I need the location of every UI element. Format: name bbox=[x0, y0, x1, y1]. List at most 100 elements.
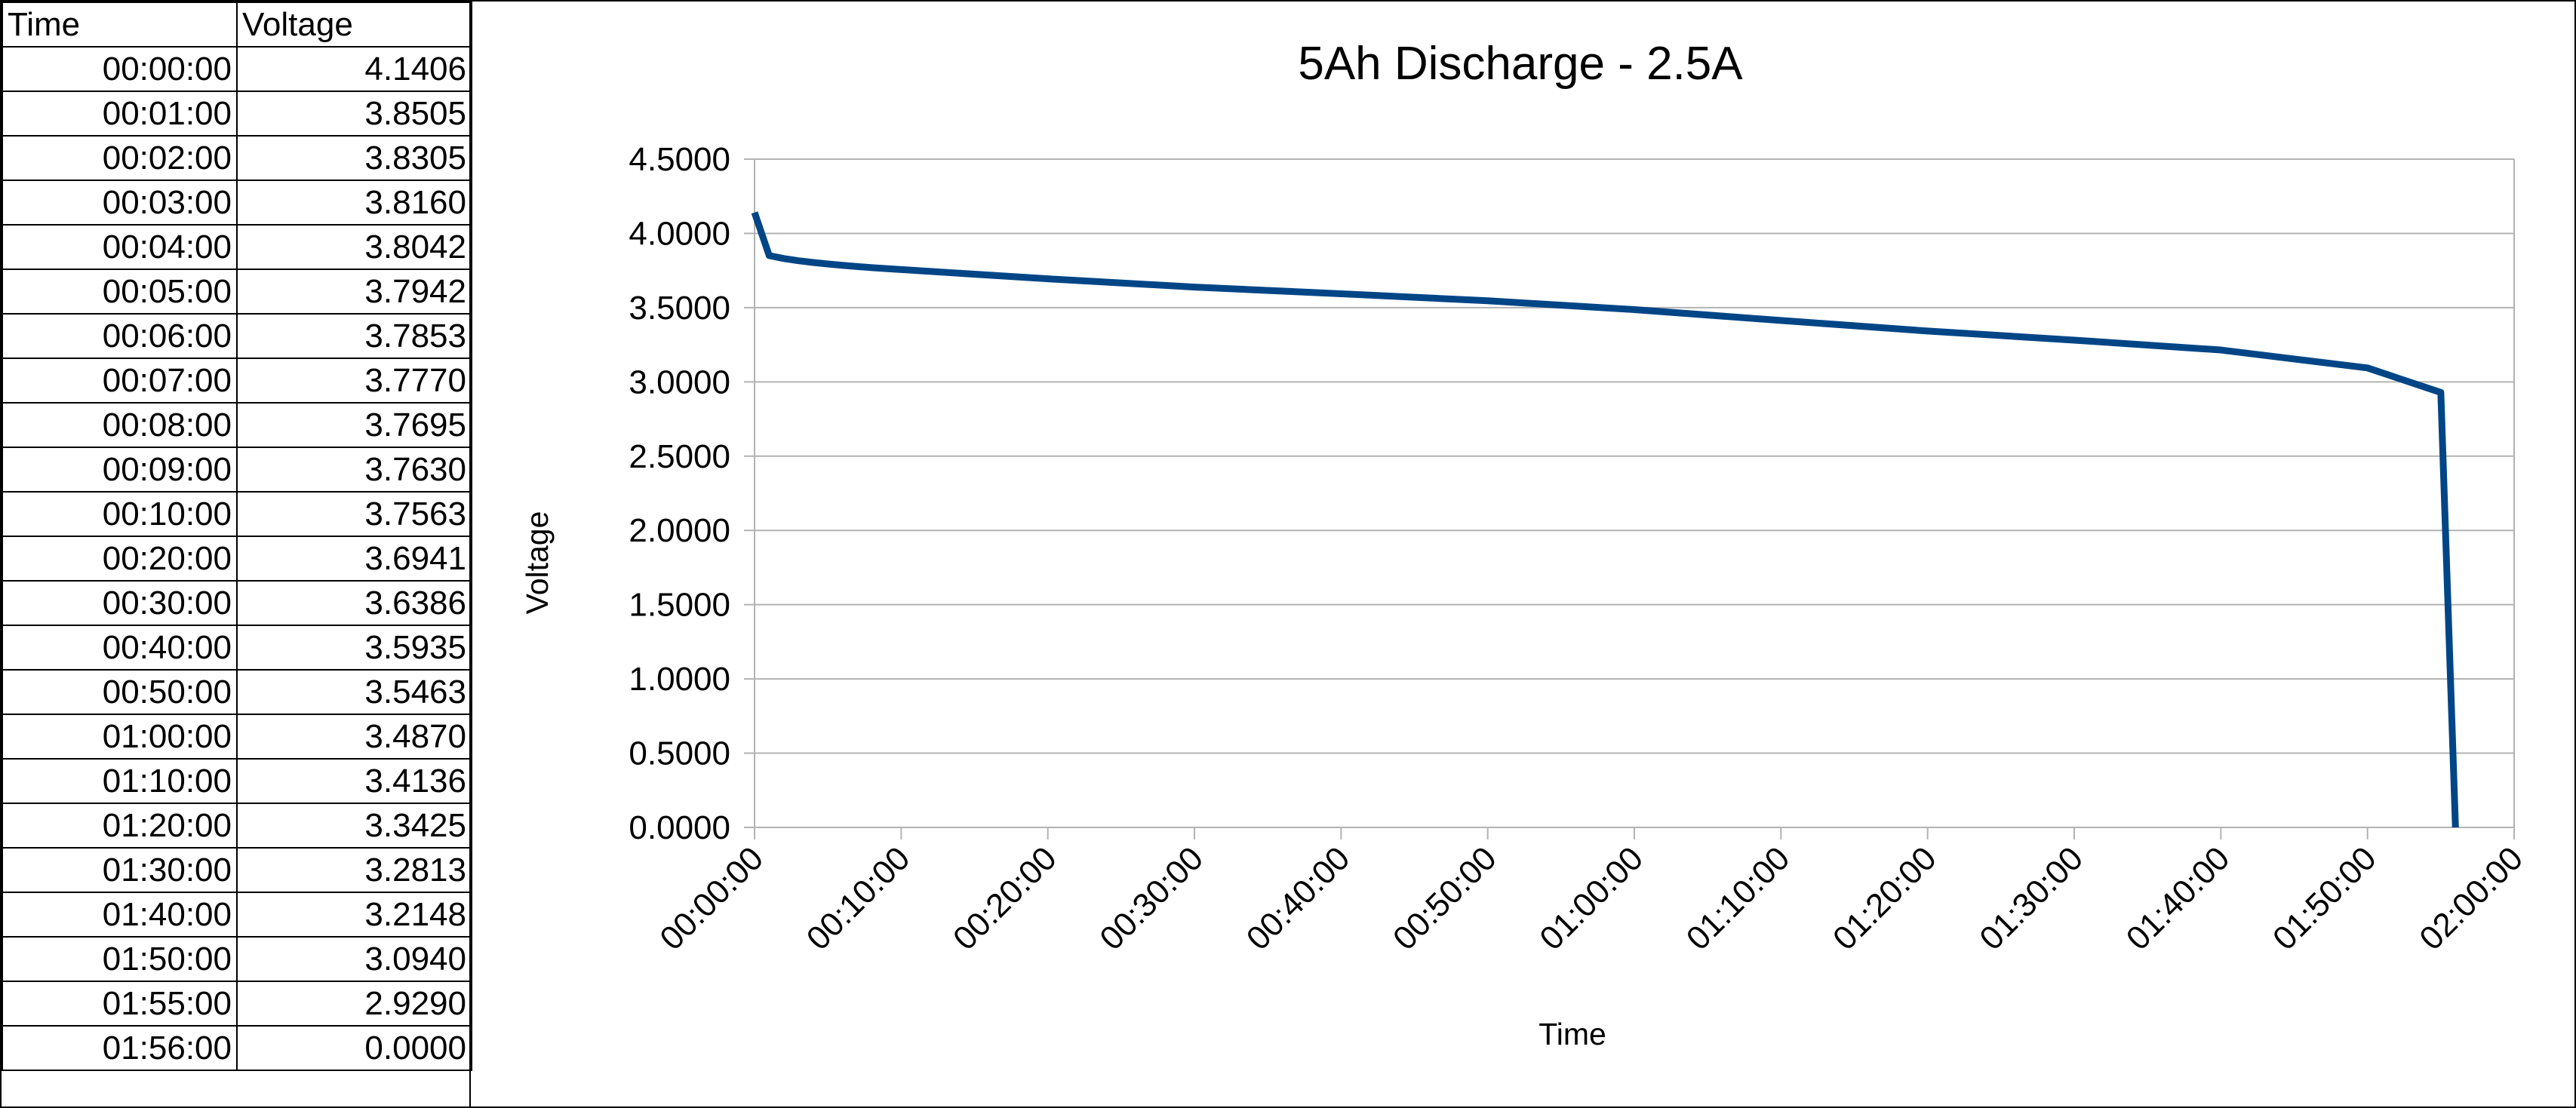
cell-time[interactable]: 01:10:00 bbox=[2, 758, 238, 804]
cell-time[interactable]: 00:01:00 bbox=[2, 91, 238, 137]
chart-title: 5Ah Discharge - 2.5A bbox=[1298, 38, 1743, 90]
cell-voltage[interactable]: 3.4870 bbox=[236, 714, 472, 760]
data-point bbox=[2367, 367, 2368, 368]
table-row: 01:40:00 3.2148 bbox=[2, 892, 472, 938]
x-axis-ticks: 00:00:00 00:10:00 00:20:00 00:30:00 00:40:00… bbox=[653, 839, 2530, 957]
x-tick-label: 01:30:00 bbox=[1972, 839, 2090, 957]
table-row: 00:09:00 3.7630 bbox=[2, 447, 472, 493]
cell-time[interactable]: 01:20:00 bbox=[2, 803, 238, 849]
table-row: 01:20:00 3.3425 bbox=[2, 803, 472, 849]
cell-time[interactable]: 00:00:00 bbox=[2, 46, 238, 92]
x-axis-title: Time bbox=[1539, 1017, 1606, 1051]
data-point bbox=[798, 260, 799, 261]
table-row: 00:03:00 3.8160 bbox=[2, 180, 472, 226]
y-tick-label: 0.0000 bbox=[629, 809, 730, 846]
table-row: 01:00:00 3.4870 bbox=[2, 714, 472, 760]
cell-voltage[interactable]: 0.0000 bbox=[236, 1025, 472, 1071]
x-tick-label: 00:10:00 bbox=[800, 839, 918, 957]
cell-time[interactable]: 01:56:00 bbox=[2, 1025, 238, 1071]
x-tick-label: 00:50:00 bbox=[1386, 839, 1504, 957]
cell-time[interactable]: 00:08:00 bbox=[2, 402, 238, 448]
cell-time[interactable]: 00:50:00 bbox=[2, 669, 238, 715]
y-tick-label: 3.5000 bbox=[629, 290, 730, 327]
cell-time[interactable]: 00:20:00 bbox=[2, 536, 238, 582]
cell-time[interactable]: 01:50:00 bbox=[2, 936, 238, 982]
table-row: 00:40:00 3.5935 bbox=[2, 625, 472, 671]
cell-time[interactable]: 00:30:00 bbox=[2, 580, 238, 626]
table-row: 00:00:00 4.1406 bbox=[2, 46, 472, 92]
x-tick-label: 02:00:00 bbox=[2412, 839, 2530, 957]
x-tick-label: 01:50:00 bbox=[2266, 839, 2384, 957]
cell-voltage[interactable]: 4.1406 bbox=[236, 46, 472, 92]
table-row: 01:50:00 3.0940 bbox=[2, 936, 472, 982]
cell-voltage[interactable]: 3.0940 bbox=[236, 936, 472, 982]
table-row: 00:01:00 3.8505 bbox=[2, 91, 472, 137]
table-row: 00:50:00 3.5463 bbox=[2, 669, 472, 715]
table-header-row: Time Voltage bbox=[2, 2, 472, 48]
cell-time[interactable]: 01:00:00 bbox=[2, 714, 238, 760]
header-voltage[interactable]: Voltage bbox=[236, 2, 472, 48]
table-row: 00:02:00 3.8305 bbox=[2, 135, 472, 181]
cell-voltage[interactable]: 3.2148 bbox=[236, 892, 472, 938]
table-divider bbox=[469, 0, 471, 1108]
cell-voltage[interactable]: 3.7563 bbox=[236, 491, 472, 537]
y-tick-label: 1.0000 bbox=[629, 661, 730, 698]
cell-voltage[interactable]: 3.3425 bbox=[236, 803, 472, 849]
cell-time[interactable]: 00:05:00 bbox=[2, 269, 238, 315]
x-tick-label: 01:20:00 bbox=[1826, 839, 1944, 957]
table-row: 01:30:00 3.2813 bbox=[2, 847, 472, 893]
data-point bbox=[783, 258, 784, 259]
x-tick-label: 00:30:00 bbox=[1093, 839, 1210, 957]
cell-voltage[interactable]: 3.4136 bbox=[236, 758, 472, 804]
header-time[interactable]: Time bbox=[2, 2, 238, 48]
cell-time[interactable]: 01:30:00 bbox=[2, 847, 238, 893]
x-tick-label: 00:20:00 bbox=[946, 839, 1064, 957]
cell-voltage[interactable]: 3.7630 bbox=[236, 447, 472, 493]
data-table: Time Voltage 00:00:00 4.1406 00:01:00 3.8505 0… bbox=[2, 2, 472, 1071]
cell-voltage[interactable]: 3.7942 bbox=[236, 269, 472, 315]
y-tick-label: 2.0000 bbox=[629, 512, 730, 549]
cell-voltage[interactable]: 3.8305 bbox=[236, 135, 472, 181]
table-row: 00:07:00 3.7770 bbox=[2, 358, 472, 404]
x-tick-label: 01:40:00 bbox=[2120, 839, 2237, 957]
cell-voltage[interactable]: 3.7695 bbox=[236, 402, 472, 448]
cell-time[interactable]: 00:03:00 bbox=[2, 180, 238, 226]
cell-voltage[interactable]: 3.7853 bbox=[236, 313, 472, 359]
data-point bbox=[769, 255, 770, 256]
data-point bbox=[871, 267, 872, 268]
cell-time[interactable]: 01:55:00 bbox=[2, 981, 238, 1027]
series-layer bbox=[751, 211, 2459, 828]
x-tick-label: 00:40:00 bbox=[1240, 839, 1357, 957]
table-row: 00:06:00 3.7853 bbox=[2, 313, 472, 359]
cell-time[interactable]: 01:40:00 bbox=[2, 892, 238, 938]
x-tick-label: 01:00:00 bbox=[1532, 839, 1650, 957]
data-point bbox=[857, 266, 858, 267]
cell-time[interactable]: 00:10:00 bbox=[2, 491, 238, 537]
y-tick-label: 4.5000 bbox=[629, 141, 730, 178]
data-point bbox=[1047, 278, 1048, 279]
cell-voltage[interactable]: 3.8505 bbox=[236, 91, 472, 137]
y-tick-label: 3.0000 bbox=[629, 364, 730, 401]
cell-voltage[interactable]: 3.6941 bbox=[236, 536, 472, 582]
cell-voltage[interactable]: 3.8042 bbox=[236, 224, 472, 270]
cell-time[interactable]: 00:06:00 bbox=[2, 313, 238, 359]
cell-voltage[interactable]: 3.8160 bbox=[236, 180, 472, 226]
cell-voltage[interactable]: 3.2813 bbox=[236, 847, 472, 893]
table-row: 00:30:00 3.6386 bbox=[2, 580, 472, 626]
table-row: 00:05:00 3.7942 bbox=[2, 269, 472, 315]
cell-voltage[interactable]: 3.7770 bbox=[236, 358, 472, 404]
cell-time[interactable]: 00:07:00 bbox=[2, 358, 238, 404]
data-point bbox=[1927, 330, 1928, 331]
cell-time[interactable]: 00:04:00 bbox=[2, 224, 238, 270]
y-axis-title: Voltage bbox=[520, 511, 555, 615]
cell-voltage[interactable]: 3.6386 bbox=[236, 580, 472, 626]
cell-time[interactable]: 00:02:00 bbox=[2, 135, 238, 181]
cell-time[interactable]: 00:09:00 bbox=[2, 447, 238, 493]
data-point bbox=[1341, 293, 1342, 294]
data-point bbox=[2440, 392, 2441, 393]
cell-voltage[interactable]: 3.5935 bbox=[236, 625, 472, 671]
y-tick-label: 4.0000 bbox=[629, 215, 730, 252]
cell-time[interactable]: 00:40:00 bbox=[2, 625, 238, 671]
cell-voltage[interactable]: 3.5463 bbox=[236, 669, 472, 715]
cell-voltage[interactable]: 2.9290 bbox=[236, 981, 472, 1027]
